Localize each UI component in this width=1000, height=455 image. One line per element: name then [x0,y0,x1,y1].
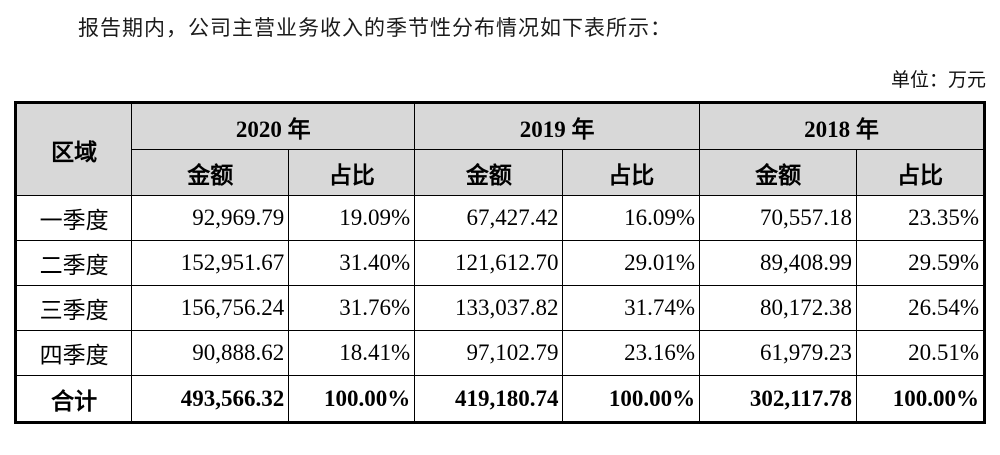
col-header-region: 区域 [14,102,133,197]
table-cell: 302,117.78 [699,375,858,424]
row-label: 一季度 [14,195,133,242]
table-cell: 31.76% [288,285,416,332]
intro-text: 报告期内，公司主营业务收入的季节性分布情况如下表所示： [78,16,672,40]
table-row-q2: 二季度 152,951.67 31.40% 121,612.70 29.01% … [14,240,985,287]
col-header-amount-2019: 金额 [414,149,564,197]
table-cell: 20.51% [856,330,985,377]
revenue-seasonality-table: 区域 2020 年 2019 年 2018 年 金额 占比 金额 占比 金额 占… [14,101,986,425]
table-cell: 100.00% [562,375,701,424]
table-cell: 29.59% [856,240,985,287]
row-label: 二季度 [14,240,133,287]
table-cell: 23.16% [562,330,701,377]
col-header-amount-2018: 金额 [699,149,858,197]
table-cell: 100.00% [288,375,416,424]
table-cell: 16.09% [562,195,701,242]
table-row-q4: 四季度 90,888.62 18.41% 97,102.79 23.16% 61… [14,330,985,377]
table-cell: 26.54% [856,285,985,332]
table-cell: 19.09% [288,195,416,242]
table-cell: 92,969.79 [131,195,290,242]
table-cell: 152,951.67 [131,240,290,287]
table-cell: 121,612.70 [414,240,564,287]
table-header-measure-row: 金额 占比 金额 占比 金额 占比 [16,149,985,197]
table-cell: 90,888.62 [131,330,290,377]
table-cell: 70,557.18 [699,195,858,242]
table-cell: 89,408.99 [699,240,858,287]
table-row-total: 合计 493,566.32 100.00% 419,180.74 100.00%… [14,375,985,424]
table-cell: 156,756.24 [131,285,290,332]
table-cell: 493,566.32 [131,375,290,424]
table-cell: 18.41% [288,330,416,377]
col-header-year-2020: 2020 年 [131,102,416,151]
table-header-year-row: 区域 2020 年 2019 年 2018 年 [14,102,985,197]
table-cell: 23.35% [856,195,985,242]
col-header-amount-2020: 金额 [131,149,290,197]
col-header-year-2019: 2019 年 [414,102,701,151]
table-cell: 31.40% [288,240,416,287]
row-label: 四季度 [14,330,133,377]
table-cell: 29.01% [562,240,701,287]
table-row-q3: 三季度 156,756.24 31.76% 133,037.82 31.74% … [14,285,985,332]
table-cell: 80,172.38 [699,285,858,332]
col-header-ratio-2019: 占比 [562,149,701,197]
table-row-q1: 一季度 92,969.79 19.09% 67,427.42 16.09% 70… [14,195,985,242]
table-cell: 67,427.42 [414,195,564,242]
col-header-ratio-2018: 占比 [856,149,985,197]
unit-label: 单位：万元 [890,70,986,92]
row-label: 三季度 [14,285,133,332]
table-cell: 133,037.82 [414,285,564,332]
row-label-total: 合计 [14,375,133,424]
col-header-ratio-2020: 占比 [288,149,416,197]
table-cell: 419,180.74 [414,375,564,424]
table-cell: 31.74% [562,285,701,332]
table-cell: 61,979.23 [699,330,858,377]
table-cell: 97,102.79 [414,330,564,377]
table-cell: 100.00% [856,375,985,424]
col-header-year-2018: 2018 年 [699,102,985,151]
